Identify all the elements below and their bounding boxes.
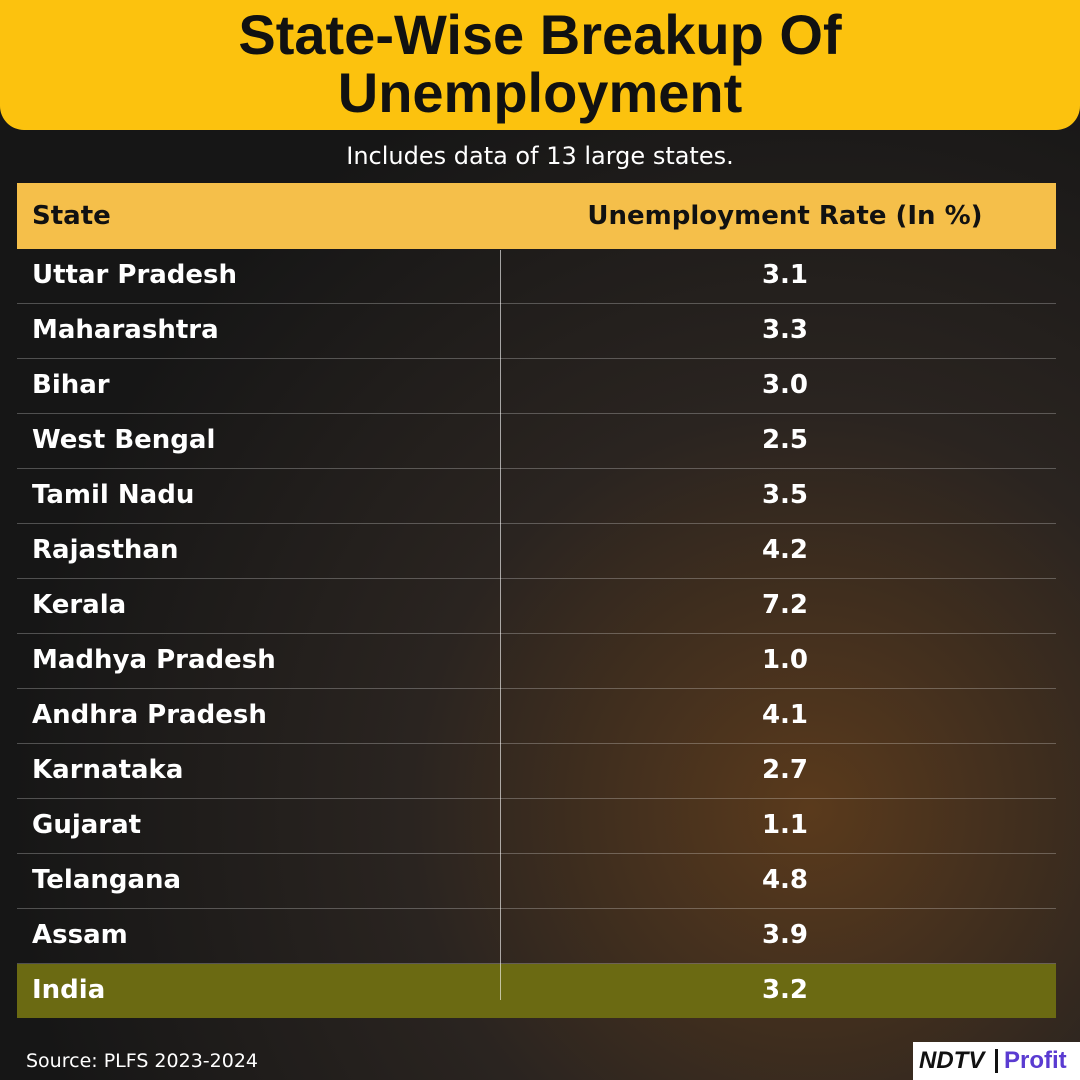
table-row: Karnataka 2.7	[17, 744, 1056, 799]
rate-cell: 2.5	[761, 425, 809, 455]
table-row: Kerala 7.2	[17, 579, 1056, 634]
logo-text: NDTV	[919, 1047, 985, 1074]
rate-cell: 7.2	[761, 590, 809, 620]
rate-cell: 3.1	[761, 260, 809, 290]
state-cell: West Bengal	[32, 425, 216, 455]
table-row: Assam 3.9	[17, 909, 1056, 964]
state-cell: Rajasthan	[32, 535, 179, 565]
state-cell: Kerala	[32, 590, 127, 620]
rate-cell: 3.9	[761, 920, 809, 950]
rate-cell: 2.7	[761, 755, 809, 785]
table-row: Telangana 4.8	[17, 854, 1056, 909]
state-cell: India	[32, 975, 106, 1005]
logo-text: Profit	[1004, 1047, 1067, 1074]
table-row: Tamil Nadu 3.5	[17, 469, 1056, 524]
rate-cell: 4.2	[761, 535, 809, 565]
table: State Unemployment Rate (In %) Uttar Pra…	[17, 183, 1056, 1018]
rate-cell: 4.8	[761, 865, 809, 895]
state-cell: Assam	[32, 920, 128, 950]
header-banner: State-Wise Breakup Of Unemployment	[0, 0, 1080, 130]
column-header: State	[32, 201, 111, 231]
column-header: Unemployment Rate (In %)	[587, 201, 983, 231]
state-cell: Gujarat	[32, 810, 142, 840]
rate-cell: 3.2	[761, 975, 809, 1005]
state-cell: Bihar	[32, 370, 110, 400]
rate-cell: 4.1	[761, 700, 809, 730]
state-cell: Uttar Pradesh	[32, 260, 238, 290]
source: Source: PLFS 2023-2024	[26, 1050, 258, 1072]
table-row: Bihar 3.0	[17, 359, 1056, 414]
rate-cell: 3.3	[761, 315, 809, 345]
table-header: State Unemployment Rate (In %)	[17, 183, 1056, 249]
state-cell: Madhya Pradesh	[32, 645, 276, 675]
table-row: Uttar Pradesh 3.1	[17, 249, 1056, 304]
rate-cell: 1.1	[761, 810, 809, 840]
table-row: Gujarat 1.1	[17, 799, 1056, 854]
column-divider	[500, 250, 501, 1000]
table-row: Madhya Pradesh 1.0	[17, 634, 1056, 689]
table-row: Maharashtra 3.3	[17, 304, 1056, 359]
total-row: India 3.2	[17, 964, 1056, 1018]
subtitle: Includes data of 13 large states.	[346, 142, 734, 170]
rate-cell: 1.0	[761, 645, 809, 675]
rate-cell: 3.0	[761, 370, 809, 400]
rate-cell: 3.5	[761, 480, 809, 510]
table-row: Andhra Pradesh 4.1	[17, 689, 1056, 744]
state-cell: Telangana	[32, 865, 182, 895]
state-cell: Andhra Pradesh	[32, 700, 267, 730]
state-cell: Maharashtra	[32, 315, 219, 345]
logo-divider	[995, 1049, 998, 1073]
state-cell: Tamil Nadu	[32, 480, 195, 510]
state-cell: Karnataka	[32, 755, 184, 785]
table-row: West Bengal 2.5	[17, 414, 1056, 469]
table-row: Rajasthan 4.2	[17, 524, 1056, 579]
title: State-Wise Breakup Of Unemployment	[238, 3, 842, 124]
logo: NDTV Profit	[913, 1042, 1080, 1080]
